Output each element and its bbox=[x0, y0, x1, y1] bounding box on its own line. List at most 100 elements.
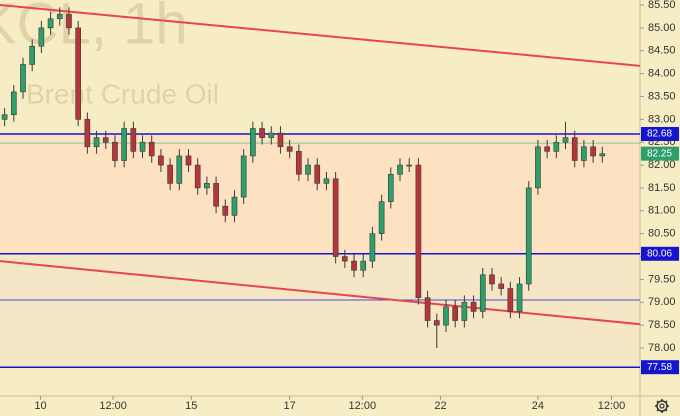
candle-body bbox=[112, 141, 118, 161]
candle-body bbox=[240, 155, 247, 198]
candle-body bbox=[535, 146, 541, 189]
candle-body bbox=[516, 283, 523, 312]
candle-body bbox=[130, 128, 137, 152]
candle-body bbox=[599, 153, 606, 157]
candle-body bbox=[56, 13, 63, 20]
candle-body bbox=[139, 141, 146, 152]
candle-body bbox=[470, 301, 477, 312]
candle-body bbox=[121, 128, 127, 161]
level-tag-box bbox=[641, 360, 679, 375]
y-tick-label: 83.50 bbox=[648, 90, 676, 102]
level-tag: 77.58 bbox=[647, 362, 672, 373]
candle-body bbox=[29, 45, 36, 65]
candle-body bbox=[498, 283, 504, 289]
candle-body bbox=[590, 146, 596, 157]
y-tick-label: 82.00 bbox=[648, 159, 676, 171]
y-tick-label: 81.50 bbox=[648, 182, 676, 194]
candle-body bbox=[553, 141, 560, 152]
x-tick-label: 12:00 bbox=[349, 400, 377, 412]
candle-body bbox=[433, 320, 440, 326]
x-tick-label: 15 bbox=[185, 400, 197, 412]
candle-body bbox=[452, 306, 459, 321]
candle-body bbox=[314, 164, 321, 184]
candle-body bbox=[562, 137, 569, 143]
last-price-tag: 82.25 bbox=[647, 148, 672, 159]
y-tick-label: 78.50 bbox=[648, 319, 676, 331]
candle-body bbox=[286, 146, 293, 152]
candle-body bbox=[369, 233, 376, 262]
level-tag: 82.68 bbox=[647, 129, 672, 140]
candle-body bbox=[277, 132, 284, 148]
level-tag-box bbox=[641, 126, 679, 141]
candle-body bbox=[332, 178, 339, 257]
candle-body bbox=[66, 13, 72, 29]
candle-body bbox=[323, 178, 330, 184]
watermark-subtitle: Brent Crude Oil bbox=[26, 78, 219, 109]
candle-body bbox=[424, 297, 431, 321]
candle-body bbox=[93, 137, 100, 148]
candle-body bbox=[194, 164, 201, 189]
candle-body bbox=[443, 306, 449, 326]
candle-body bbox=[406, 164, 413, 167]
zone bbox=[0, 253, 640, 368]
candle-body bbox=[415, 164, 422, 298]
candle-body bbox=[158, 155, 164, 166]
level-tag-box bbox=[641, 246, 679, 261]
candle-body bbox=[47, 18, 54, 29]
candle-body bbox=[250, 128, 256, 157]
y-tick-label: 81.00 bbox=[648, 205, 676, 217]
candle-body bbox=[479, 274, 486, 312]
candle-body bbox=[204, 183, 210, 189]
candle-body bbox=[544, 146, 550, 152]
y-tick-label: 80.50 bbox=[648, 228, 676, 240]
candle-body bbox=[378, 201, 385, 234]
zone bbox=[0, 133, 640, 254]
candle-body bbox=[84, 119, 91, 148]
x-tick-label: 17 bbox=[284, 400, 296, 412]
y-tick-label: 79.00 bbox=[648, 296, 676, 308]
candle-body bbox=[176, 155, 183, 184]
candle-body bbox=[20, 64, 26, 93]
candle-body bbox=[397, 164, 403, 175]
candle-body bbox=[231, 196, 238, 216]
x-tick-label: 24 bbox=[532, 400, 544, 412]
background bbox=[0, 133, 640, 368]
candle-body bbox=[360, 260, 367, 271]
candle-body bbox=[581, 146, 587, 161]
candle-body bbox=[507, 288, 514, 312]
candle-body bbox=[296, 151, 302, 175]
candle-body bbox=[167, 164, 173, 184]
y-tick-label: 83.00 bbox=[648, 113, 676, 125]
trend-line bbox=[0, 4, 641, 67]
candle-body bbox=[268, 132, 275, 138]
candle-body bbox=[222, 205, 229, 216]
y-tick-label: 78.00 bbox=[648, 342, 676, 354]
settings-icon[interactable] bbox=[655, 399, 669, 413]
candle-body bbox=[10, 91, 17, 116]
x-tick-label: 22 bbox=[434, 400, 446, 412]
candle-body bbox=[259, 128, 265, 138]
candle-body bbox=[571, 137, 578, 161]
y-tick-label: 84.50 bbox=[648, 45, 676, 57]
candle-body bbox=[185, 155, 192, 166]
y-tick-label: 85.50 bbox=[648, 0, 676, 11]
y-tick-label: 79.50 bbox=[648, 273, 676, 285]
x-tick-label: 12:00 bbox=[598, 400, 626, 412]
x-tick-label: 12:00 bbox=[99, 400, 127, 412]
candle-body bbox=[1, 114, 8, 120]
trend-line bbox=[0, 260, 641, 326]
candle-body bbox=[461, 301, 468, 321]
candle-body bbox=[341, 256, 348, 262]
candle-body bbox=[38, 27, 45, 47]
candle-body bbox=[148, 141, 155, 157]
candle-body bbox=[305, 164, 311, 175]
candle-body bbox=[213, 183, 219, 207]
last-price-tag-box bbox=[641, 146, 679, 161]
candle-body bbox=[387, 173, 394, 202]
candle-body bbox=[489, 274, 495, 285]
candle-body bbox=[102, 137, 109, 143]
y-tick-label: 84.00 bbox=[648, 68, 676, 80]
candle-body bbox=[351, 260, 357, 271]
candle-body bbox=[525, 187, 532, 285]
